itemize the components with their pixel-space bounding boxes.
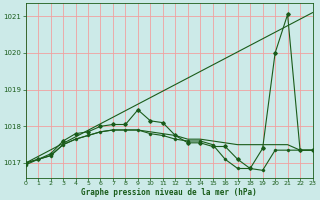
X-axis label: Graphe pression niveau de la mer (hPa): Graphe pression niveau de la mer (hPa) [81, 188, 257, 197]
